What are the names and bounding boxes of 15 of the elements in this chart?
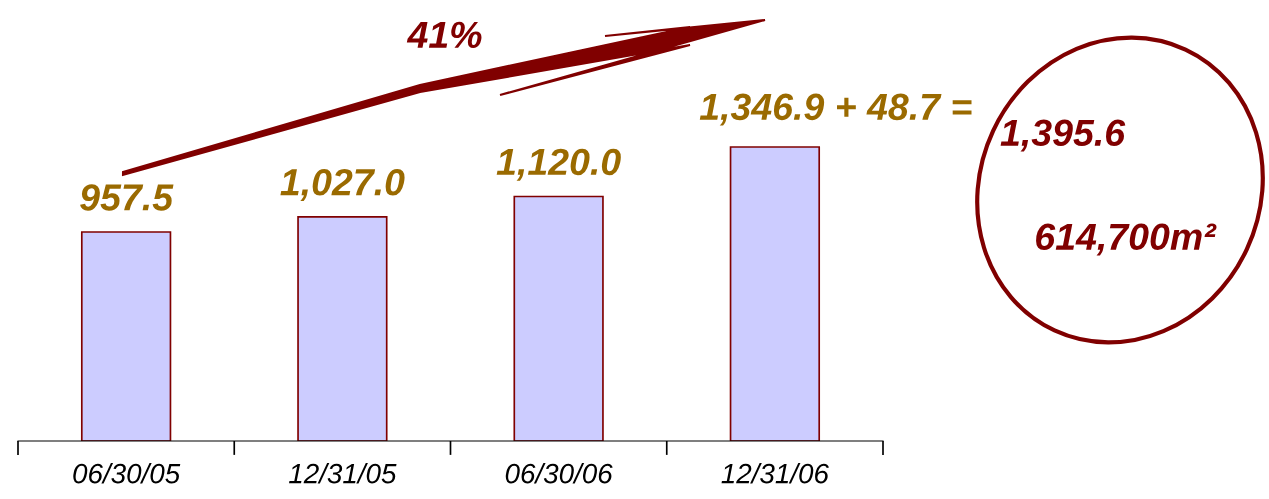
data-label: 1,027.0 <box>280 168 405 201</box>
data-label: 1,120.0 <box>496 148 621 181</box>
text: 614,700m² <box>1036 223 1217 256</box>
x-tick-label: 06/30/06 <box>505 463 613 484</box>
x-tick-label: 12/31/05 <box>289 463 397 484</box>
data-label: 1,346.9 + 48.7 = <box>699 93 972 126</box>
x-tick-label: 12/31/06 <box>721 463 829 484</box>
data-label: 957.5 <box>80 184 174 211</box>
bar <box>513 195 604 441</box>
text: 1,395.6 <box>1000 119 1126 152</box>
bar <box>729 146 821 441</box>
text: 41% <box>406 21 482 48</box>
bar <box>297 215 388 441</box>
x-tick-label: 06/30/05 <box>73 463 181 484</box>
bar <box>80 231 172 441</box>
